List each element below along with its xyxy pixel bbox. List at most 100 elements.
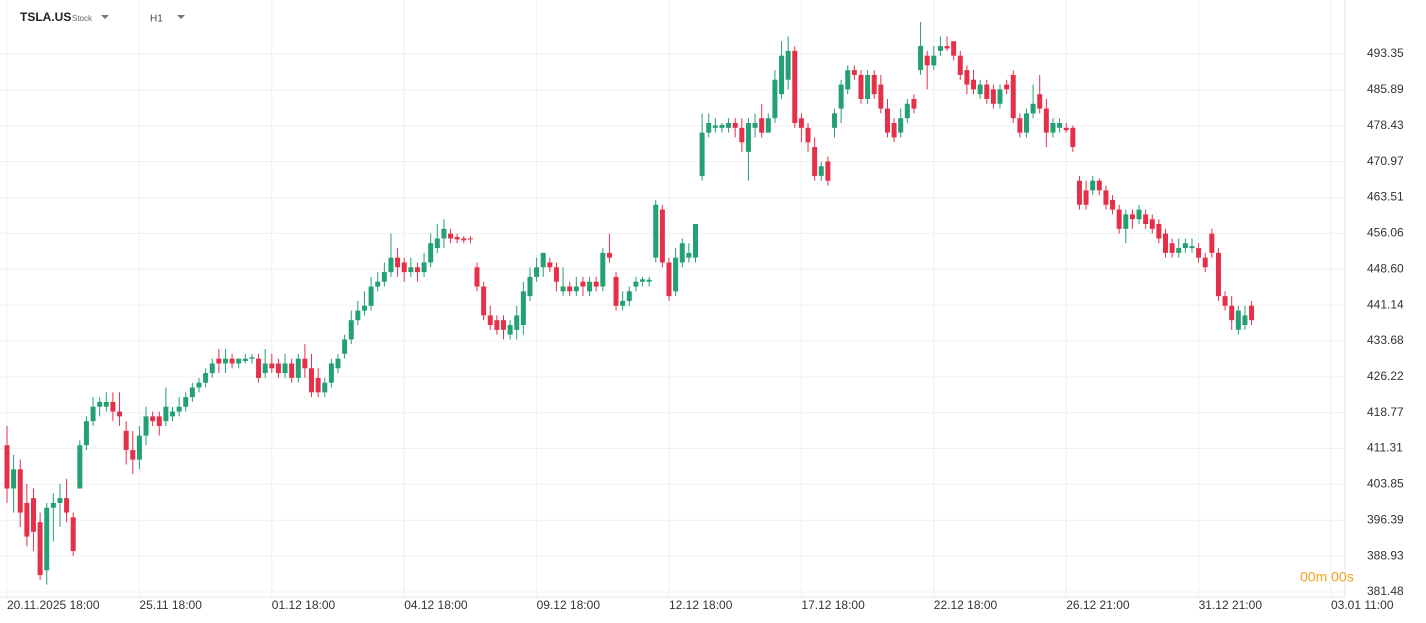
candle-body <box>117 411 123 417</box>
timeframe[interactable]: H1 <box>150 14 163 25</box>
candle-body <box>838 84 844 109</box>
candle-body <box>911 98 917 109</box>
candle-body <box>454 236 460 240</box>
candle-body <box>309 368 315 393</box>
candle-body <box>1202 257 1208 268</box>
candle-body <box>567 286 573 292</box>
candle-body <box>408 267 414 273</box>
candle-body <box>1004 84 1010 90</box>
candle-body <box>1196 248 1202 258</box>
timeframe-dropdown[interactable] <box>177 15 185 19</box>
candle-body <box>44 507 50 571</box>
candle-body <box>481 286 487 316</box>
candle-body <box>547 262 553 268</box>
candle-body <box>626 291 632 301</box>
candle-body <box>209 363 215 374</box>
candle-body <box>898 118 904 133</box>
candle-body <box>64 498 70 513</box>
candle-body <box>1037 94 1043 109</box>
x-tick-label: 12.12 18:00 <box>669 598 733 612</box>
x-tick-label: 09.12 18:00 <box>537 598 601 612</box>
candle-body <box>269 363 275 369</box>
x-tick-label: 31.12 21:00 <box>1199 598 1263 612</box>
x-tick-label: 26.12 21:00 <box>1066 598 1130 612</box>
candle-body <box>759 118 765 133</box>
candle-body <box>242 358 248 362</box>
candle-body <box>37 522 43 576</box>
candle-body <box>361 305 367 311</box>
candle-body <box>520 291 526 325</box>
candle-body <box>540 252 546 268</box>
y-tick-label: 493.35 <box>1367 46 1404 60</box>
y-tick-label: 381.48 <box>1367 584 1404 598</box>
candle-body <box>560 286 566 292</box>
candle-body <box>256 358 262 378</box>
candle-body <box>57 498 63 503</box>
candle-body <box>865 74 871 99</box>
candle-body <box>977 84 983 95</box>
candle-body <box>858 74 864 99</box>
candle-body <box>130 450 136 460</box>
candle-body <box>434 238 440 249</box>
candle-body <box>77 445 83 489</box>
candle-body <box>448 233 454 239</box>
y-tick-label: 448.60 <box>1367 261 1404 275</box>
candle-body <box>640 279 646 282</box>
candle-body <box>395 257 401 268</box>
candle-body <box>1209 233 1215 253</box>
candle-body <box>606 252 612 258</box>
candle-body <box>388 257 394 273</box>
candle-body <box>322 382 328 393</box>
candle-body <box>739 127 745 143</box>
candle-body <box>123 430 129 451</box>
candle-body <box>170 411 175 417</box>
candle-body <box>1116 209 1122 229</box>
symbol-dropdown[interactable] <box>101 15 109 19</box>
candle-body <box>1149 219 1155 229</box>
candle-body <box>501 320 506 330</box>
candle-body <box>494 320 500 330</box>
candle-body <box>1017 118 1023 133</box>
candle-body <box>1242 315 1248 325</box>
candle-body <box>732 123 738 128</box>
candle-body <box>871 74 877 95</box>
candle-body <box>779 55 785 95</box>
candle-body <box>1176 248 1182 253</box>
candle-body <box>971 79 977 90</box>
candle-body <box>984 84 990 99</box>
candle-body <box>1090 180 1096 191</box>
candle-body <box>957 55 963 75</box>
candle-body <box>1043 108 1049 133</box>
y-tick-label: 403.85 <box>1367 477 1404 491</box>
candle-body <box>1182 243 1188 249</box>
candle-body <box>295 358 301 378</box>
candle-body <box>150 416 156 422</box>
candle-body <box>414 267 420 273</box>
candle-body <box>878 84 884 109</box>
candle-body <box>944 46 950 49</box>
candle-body <box>1169 243 1175 253</box>
x-tick-label: 03.01 11:00 <box>1331 598 1394 612</box>
y-tick-label: 433.68 <box>1367 333 1404 347</box>
y-tick-label: 456.06 <box>1367 226 1404 240</box>
candle-body <box>1076 180 1082 205</box>
x-tick-label: 01.12 18:00 <box>272 598 336 612</box>
candle-body <box>1143 214 1149 225</box>
candle-body <box>785 50 791 80</box>
candle-body <box>653 204 659 258</box>
candle-body <box>805 127 811 143</box>
candle-body <box>752 123 758 128</box>
symbol[interactable]: TSLA.US <box>20 10 71 24</box>
candle-body <box>183 397 189 407</box>
candle-body <box>573 286 579 292</box>
candle-body <box>666 262 672 297</box>
candle-body <box>851 70 857 75</box>
candle-body <box>1123 214 1129 229</box>
candle-body <box>355 310 361 321</box>
candle-body <box>832 113 837 128</box>
candle-body <box>679 243 685 263</box>
candle-body <box>587 281 593 292</box>
candle-body <box>1249 305 1255 321</box>
candle-body <box>1235 310 1241 330</box>
